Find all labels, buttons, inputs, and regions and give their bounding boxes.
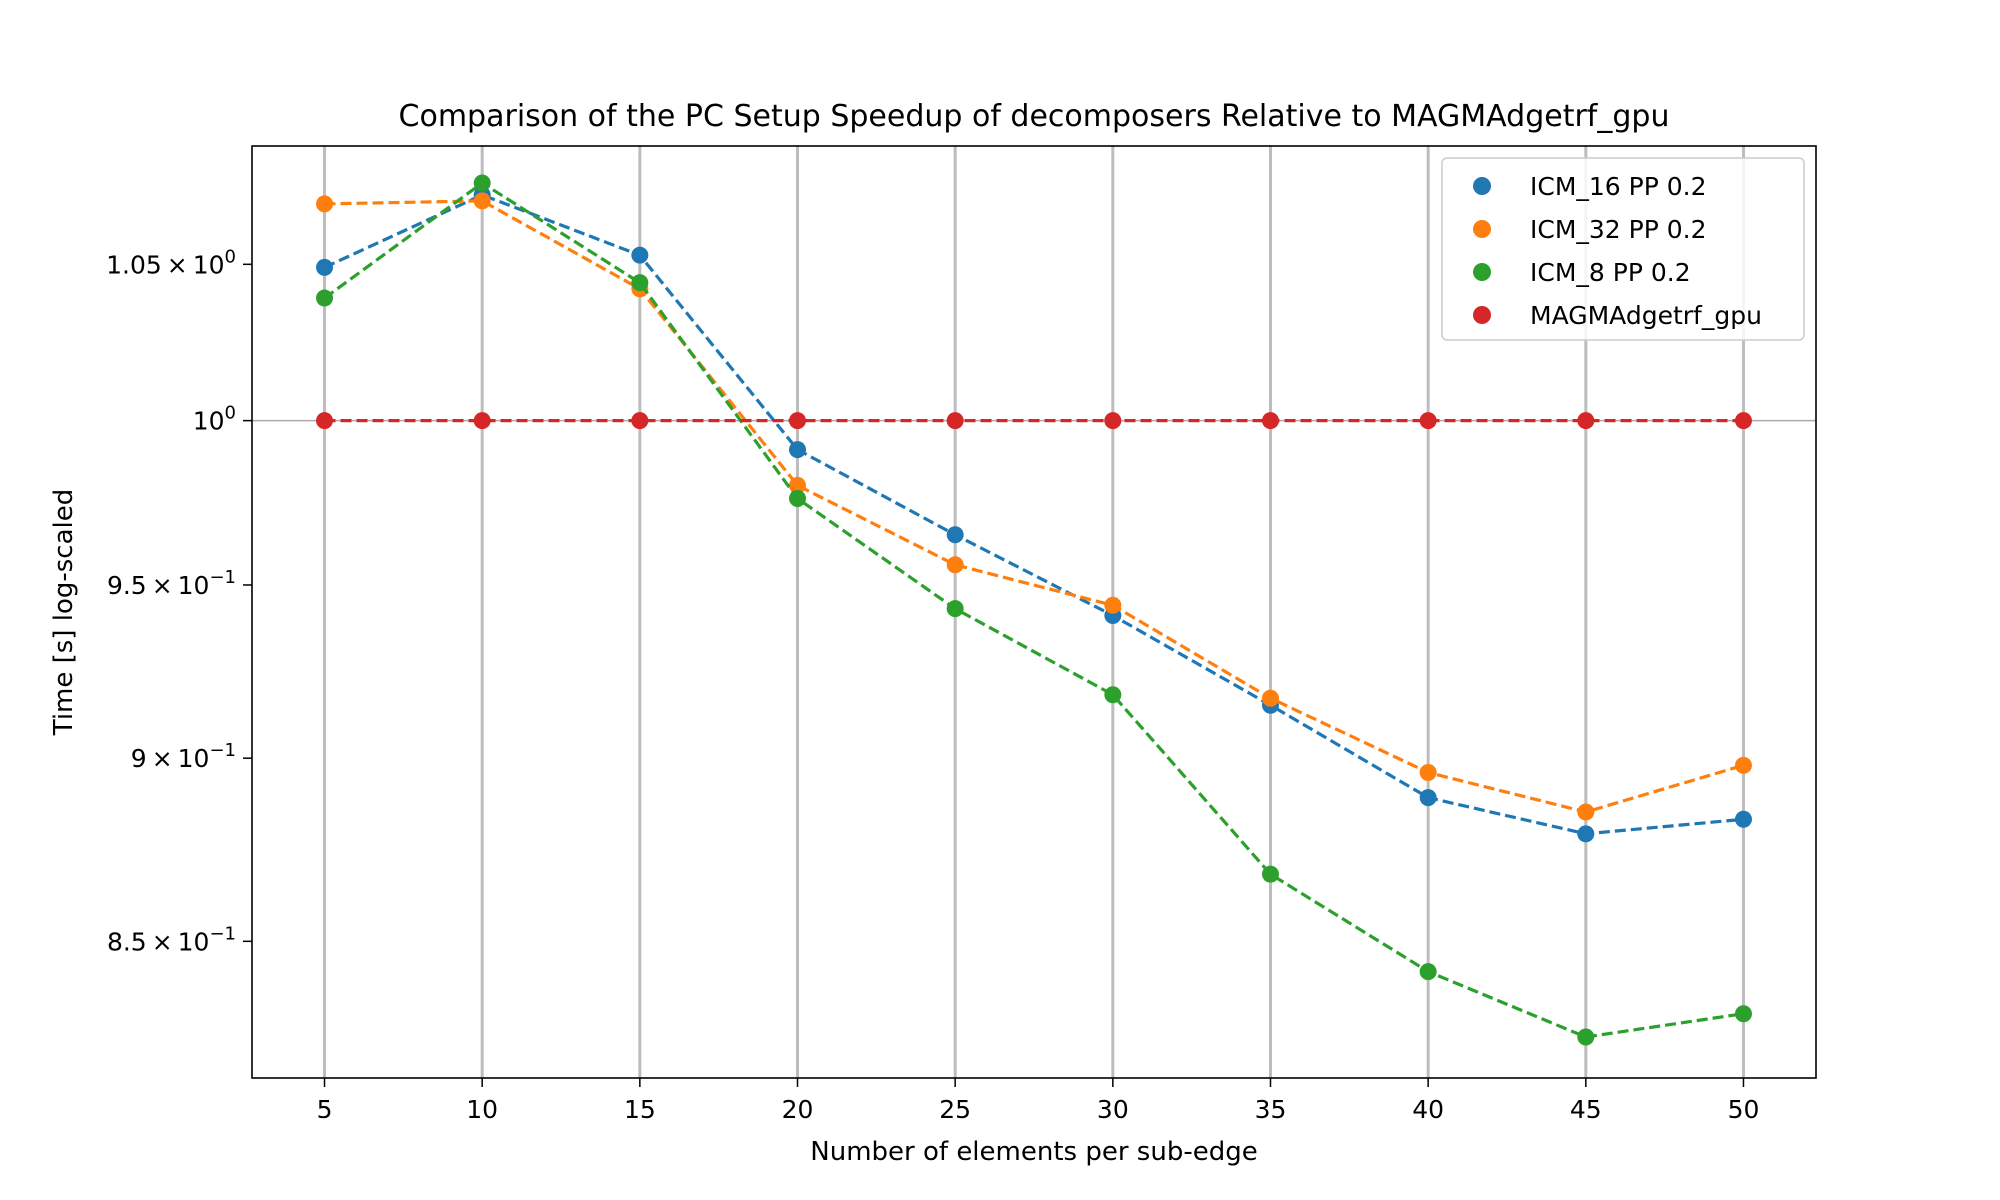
legend-marker — [1473, 177, 1491, 195]
legend-box — [1441, 157, 1805, 341]
data-point — [1734, 756, 1752, 774]
data-point — [1104, 596, 1122, 614]
legend-marker — [1473, 220, 1491, 238]
legend-marker — [1473, 263, 1491, 281]
data-point — [1104, 412, 1122, 430]
legend-label: MAGMAdgetrf_gpu — [1530, 301, 1762, 330]
data-point — [789, 412, 807, 430]
y-axis-label: Time [s] log-scaled — [49, 489, 79, 737]
data-point — [1734, 412, 1752, 430]
x-axis-label: Number of elements per sub-edge — [810, 1137, 1257, 1167]
data-point — [1419, 412, 1437, 430]
series-line — [323, 181, 1744, 1039]
series-layer — [316, 174, 1752, 1046]
x-tick-label: 50 — [1728, 1095, 1760, 1124]
x-tick-label: 35 — [1255, 1095, 1287, 1124]
series-line — [324, 199, 1744, 814]
data-point — [789, 441, 807, 459]
y-tick-label: 9.5 × 10−1 — [107, 567, 236, 600]
x-tick-label: 5 — [317, 1095, 333, 1124]
x-tick-label: 15 — [624, 1095, 656, 1124]
legend-label: ICM_16 PP 0.2 — [1530, 172, 1707, 201]
plot-frame — [251, 145, 1817, 1079]
data-point — [1261, 865, 1279, 883]
x-tick-label: 45 — [1570, 1095, 1602, 1124]
data-point — [316, 258, 334, 276]
data-point — [473, 192, 491, 210]
data-point — [1419, 763, 1437, 781]
data-point — [946, 600, 964, 618]
y-tick-label: 100 — [193, 403, 236, 436]
data-point — [631, 412, 649, 430]
data-point — [1419, 963, 1437, 981]
tick-layer: 5 10 15 20 25 30 35 40 45 50 1.05 × 100 100 9.5 × 10… — [106, 246, 1759, 1124]
y-tick-label: 8.5 × 10−1 — [107, 923, 236, 956]
data-point — [789, 476, 807, 494]
data-point — [1261, 689, 1279, 707]
x-tick-label: 40 — [1412, 1095, 1444, 1124]
legend: ICM_16 PP 0.2 ICM_32 PP 0.2 ICM_8 PP 0.2 MA… — [1441, 157, 1805, 341]
legend-label: ICM_32 PP 0.2 — [1530, 215, 1707, 244]
data-point — [946, 526, 964, 544]
data-point — [789, 489, 807, 507]
legend-label: ICM_8 PP 0.2 — [1530, 258, 1691, 287]
data-point — [1577, 412, 1595, 430]
y-tick-label: 9 × 10−1 — [131, 740, 236, 773]
data-point — [1104, 686, 1122, 704]
data-point — [1734, 1005, 1752, 1023]
series-line — [323, 193, 1744, 836]
data-point — [1577, 803, 1595, 821]
data-point — [1577, 825, 1595, 843]
x-tick-label: 10 — [466, 1095, 498, 1124]
x-tick-label: 30 — [1097, 1095, 1129, 1124]
legend-marker — [1473, 306, 1491, 324]
data-point — [1734, 810, 1752, 828]
data-point — [316, 195, 334, 213]
x-tick-label: 25 — [939, 1095, 971, 1124]
y-tick-label: 1.05 × 100 — [106, 246, 236, 279]
x-tick-label: 20 — [782, 1095, 814, 1124]
data-point — [1261, 412, 1279, 430]
data-point — [1577, 1028, 1595, 1046]
data-point — [473, 412, 491, 430]
data-point — [946, 412, 964, 430]
data-point — [1419, 789, 1437, 807]
data-point — [631, 246, 649, 264]
data-point — [946, 556, 964, 574]
data-point — [473, 174, 491, 192]
data-point — [631, 274, 649, 292]
chart-title: Comparison of the PC Setup Speedup of de… — [399, 99, 1670, 134]
data-point — [316, 289, 334, 307]
data-point — [316, 412, 334, 430]
